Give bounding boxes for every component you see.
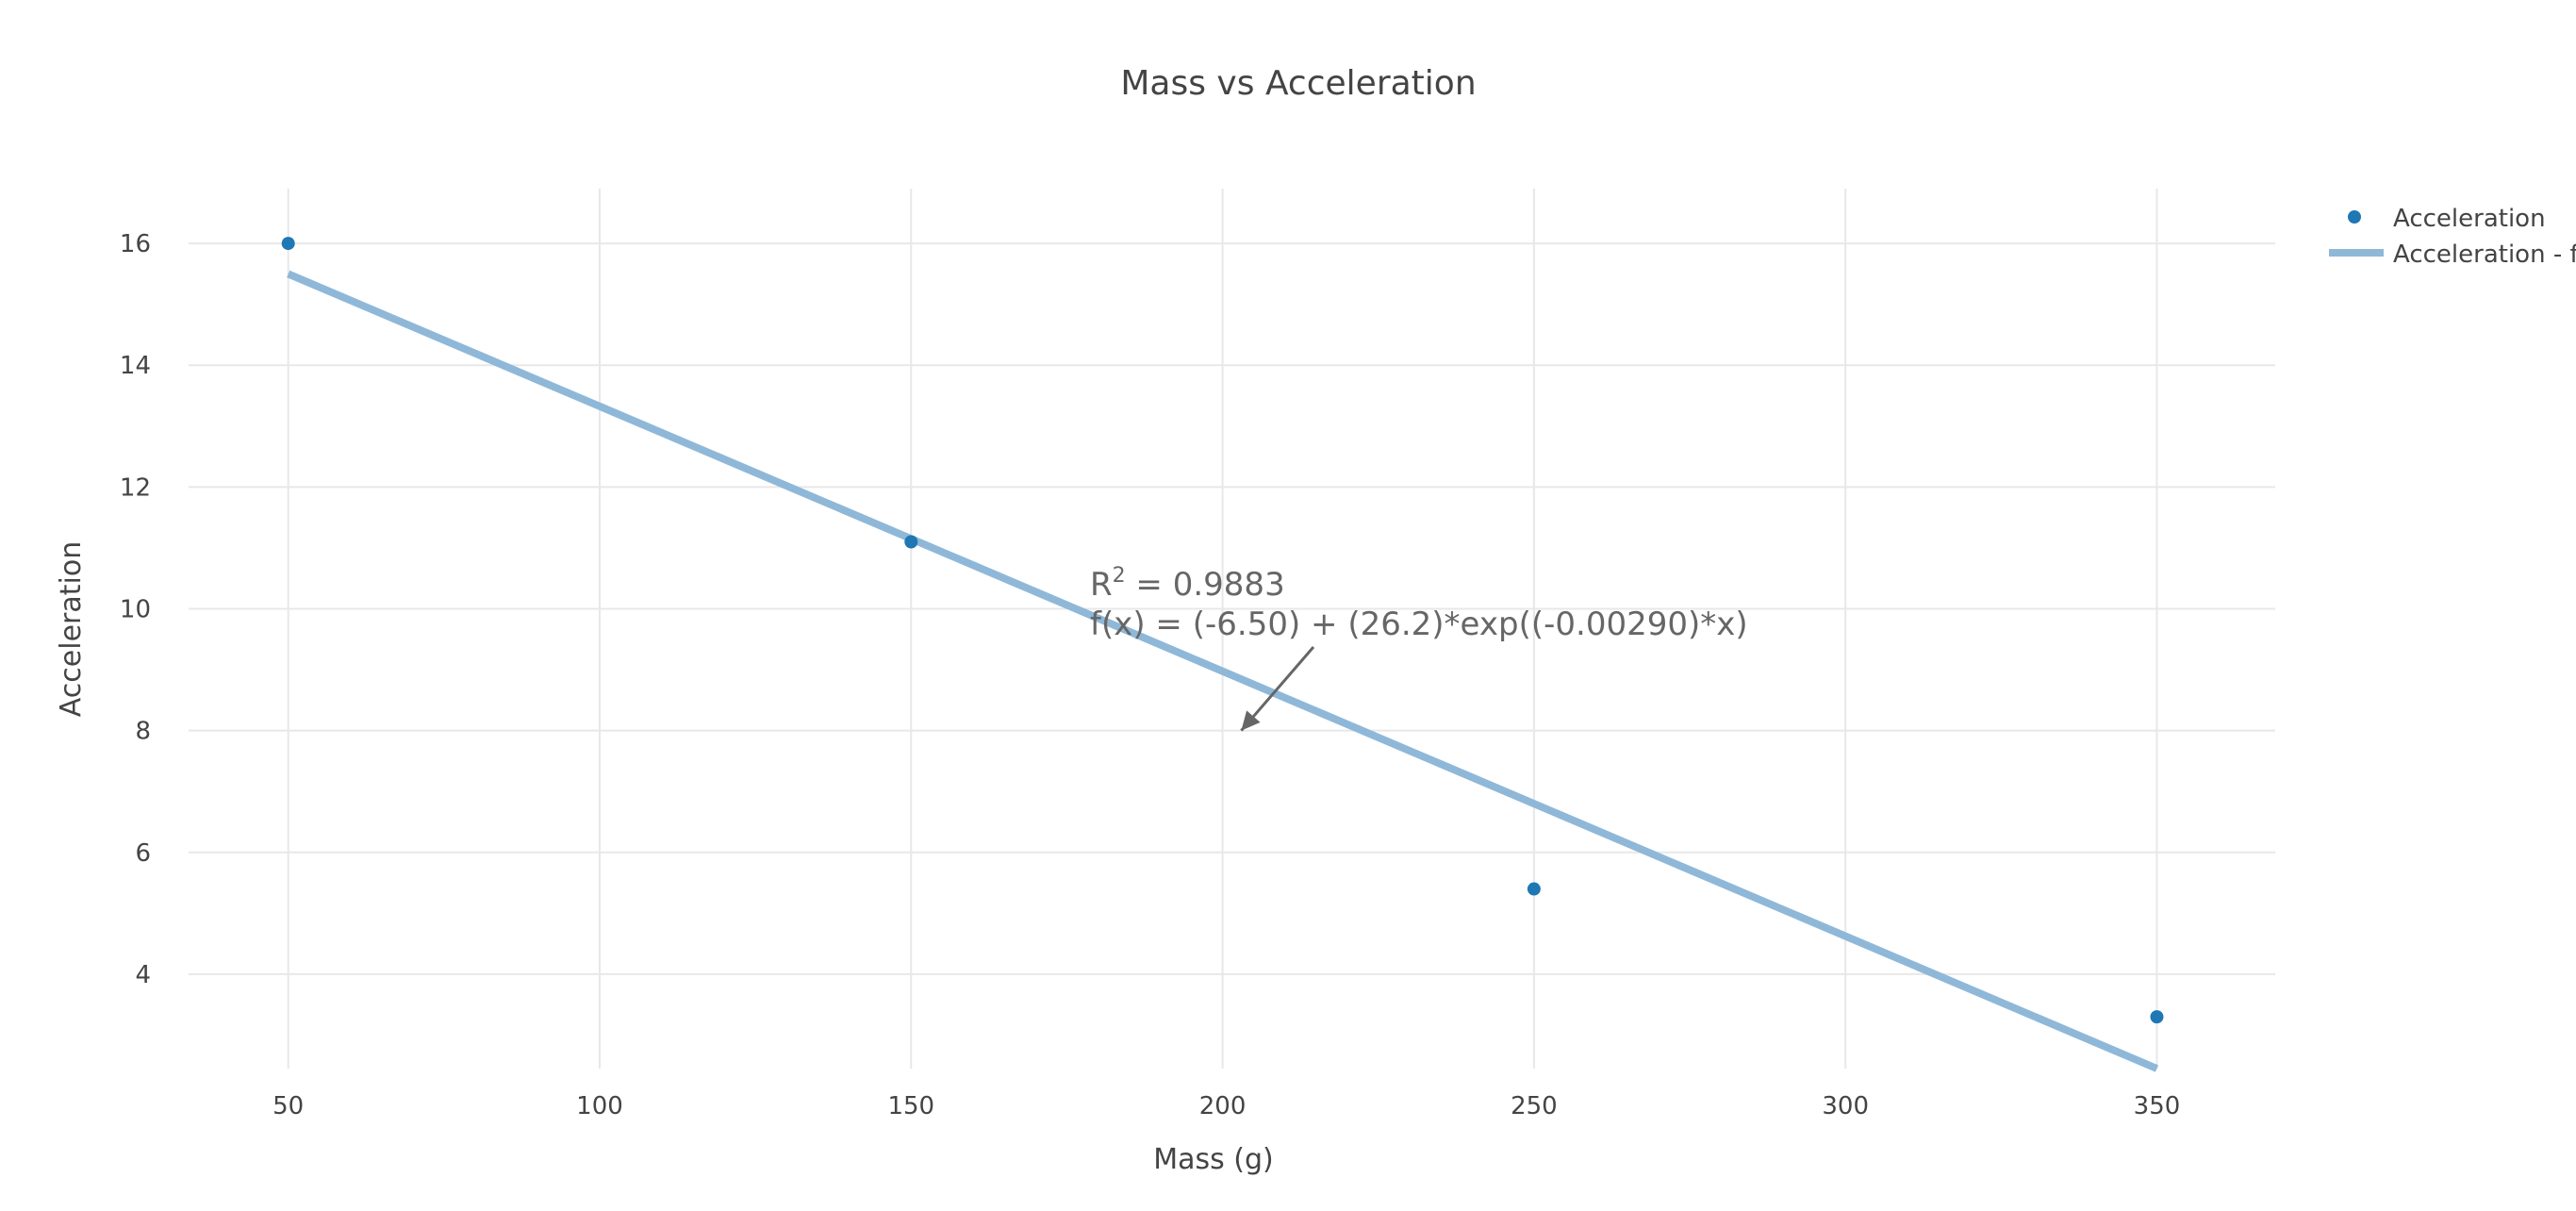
y-tick-label: 6 xyxy=(135,839,151,868)
r-squared-superscript: 2 xyxy=(1113,564,1126,588)
fit-line-layer xyxy=(287,270,2159,1072)
x-axis-title: Mass (g) xyxy=(1153,1143,1274,1176)
y-tick-label: 8 xyxy=(135,718,151,746)
x-tick-label: 150 xyxy=(887,1092,934,1120)
legend-marker-acceleration xyxy=(2348,210,2361,224)
data-point xyxy=(281,237,295,251)
x-tick-label: 350 xyxy=(2134,1092,2181,1120)
legend-label-acceleration: Acceleration xyxy=(2393,205,2546,233)
r-squared-prefix: R xyxy=(1090,566,1113,604)
legend: Acceleration Acceleration - fit xyxy=(2329,205,2576,269)
fit-line xyxy=(287,270,2159,1072)
x-gridlines xyxy=(287,189,2158,1069)
data-point xyxy=(1527,882,1541,896)
chart-title: Mass vs Acceleration xyxy=(1120,64,1476,103)
y-tick-labels: 4 6 8 10 12 14 16 xyxy=(120,230,151,989)
y-tick-label: 10 xyxy=(120,596,151,624)
r-squared-label: R2 = 0.9883 xyxy=(1090,564,1285,604)
x-tick-label: 250 xyxy=(1511,1092,1558,1120)
y-gridlines xyxy=(189,242,2275,975)
annotation-arrowhead xyxy=(1241,710,1261,731)
data-point xyxy=(904,535,918,549)
r-squared-value: = 0.9883 xyxy=(1126,566,1285,604)
y-axis-title: Acceleration xyxy=(55,541,88,717)
x-tick-labels: 50 100 150 200 250 300 350 xyxy=(272,1092,2180,1120)
data-points-layer xyxy=(281,237,2164,1024)
fit-equation-label: f(x) = (-6.50) + (26.2)*exp((-0.00290)*x… xyxy=(1090,606,1748,643)
legend-label-fit: Acceleration - fit xyxy=(2393,241,2576,269)
data-point xyxy=(2150,1010,2164,1024)
fit-annotation: R2 = 0.9883 f(x) = (-6.50) + (26.2)*exp(… xyxy=(1090,564,1748,732)
y-tick-label: 4 xyxy=(135,961,151,989)
y-tick-label: 14 xyxy=(120,352,151,380)
x-tick-label: 300 xyxy=(1822,1092,1869,1120)
x-tick-label: 100 xyxy=(576,1092,623,1120)
y-tick-label: 16 xyxy=(120,230,151,258)
y-tick-label: 12 xyxy=(120,473,151,502)
x-tick-label: 50 xyxy=(272,1092,304,1120)
x-tick-label: 200 xyxy=(1199,1092,1247,1120)
